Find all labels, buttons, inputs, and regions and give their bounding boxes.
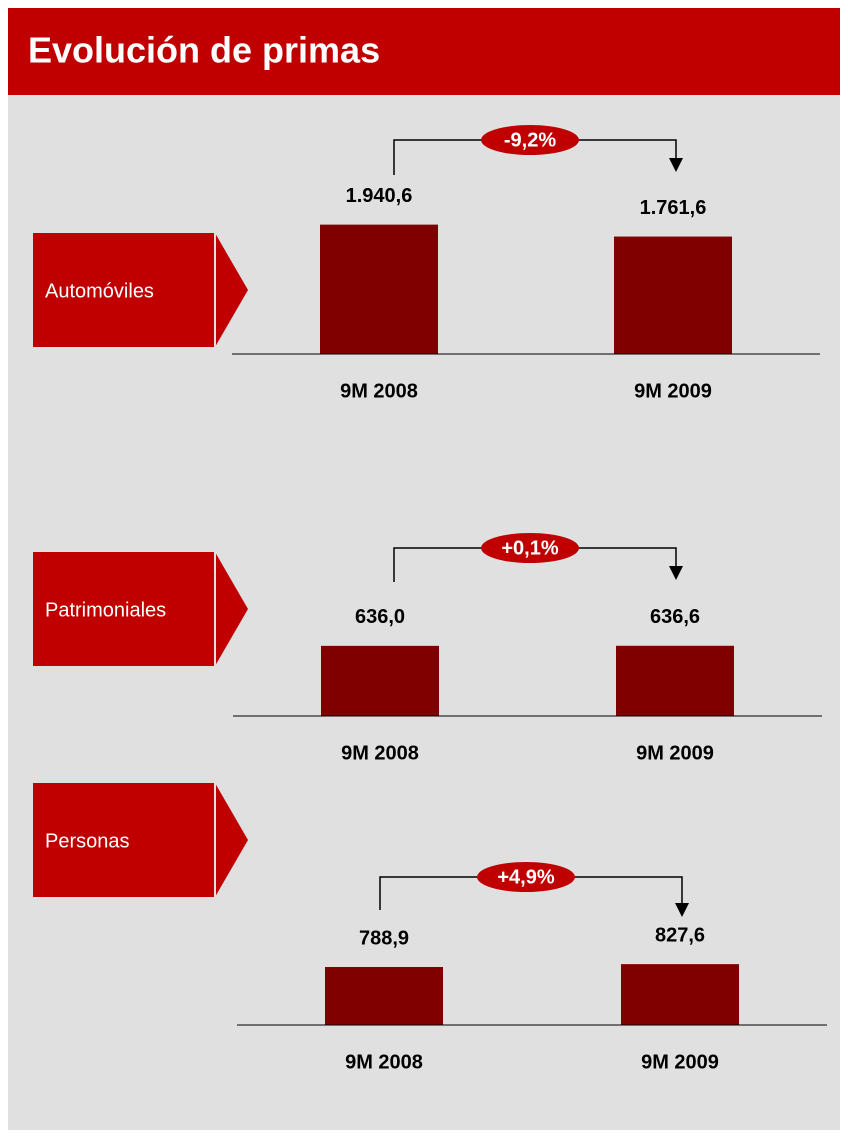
value-label: 1.761,6 xyxy=(640,197,707,219)
category-title: Automóviles xyxy=(45,280,154,302)
bar xyxy=(320,224,438,354)
change-pill xyxy=(481,125,579,155)
x-tick-label: 9M 2009 xyxy=(641,1051,719,1073)
value-label: 1.940,6 xyxy=(346,185,413,207)
x-tick-label: 9M 2008 xyxy=(345,1051,423,1073)
x-tick-label: 9M 2009 xyxy=(634,380,712,402)
bar xyxy=(325,966,443,1025)
arrow-head xyxy=(675,903,689,917)
change-label: +0,1% xyxy=(501,537,558,559)
bar xyxy=(614,236,732,354)
change-pill xyxy=(481,533,579,563)
bar xyxy=(321,645,439,716)
category-box xyxy=(33,552,248,666)
change-pill xyxy=(477,862,575,892)
category-title: Patrimoniales xyxy=(45,599,166,621)
header xyxy=(8,8,840,95)
value-label: 636,0 xyxy=(355,606,405,628)
category-box xyxy=(33,783,248,897)
value-label: 788,9 xyxy=(359,927,409,949)
category-box xyxy=(33,233,248,347)
category-title: Personas xyxy=(45,830,130,852)
bar xyxy=(616,645,734,716)
x-tick-label: 9M 2008 xyxy=(340,380,418,402)
bar xyxy=(621,964,739,1025)
value-label: 827,6 xyxy=(655,924,705,946)
page-title: Evolución de primas xyxy=(28,30,380,71)
value-label: 636,6 xyxy=(650,606,700,628)
arrow-head xyxy=(669,566,683,580)
x-tick-label: 9M 2009 xyxy=(636,742,714,764)
x-tick-label: 9M 2008 xyxy=(341,742,419,764)
arrow-head xyxy=(669,158,683,172)
change-label: +4,9% xyxy=(497,866,554,888)
change-label: -9,2% xyxy=(504,129,556,151)
